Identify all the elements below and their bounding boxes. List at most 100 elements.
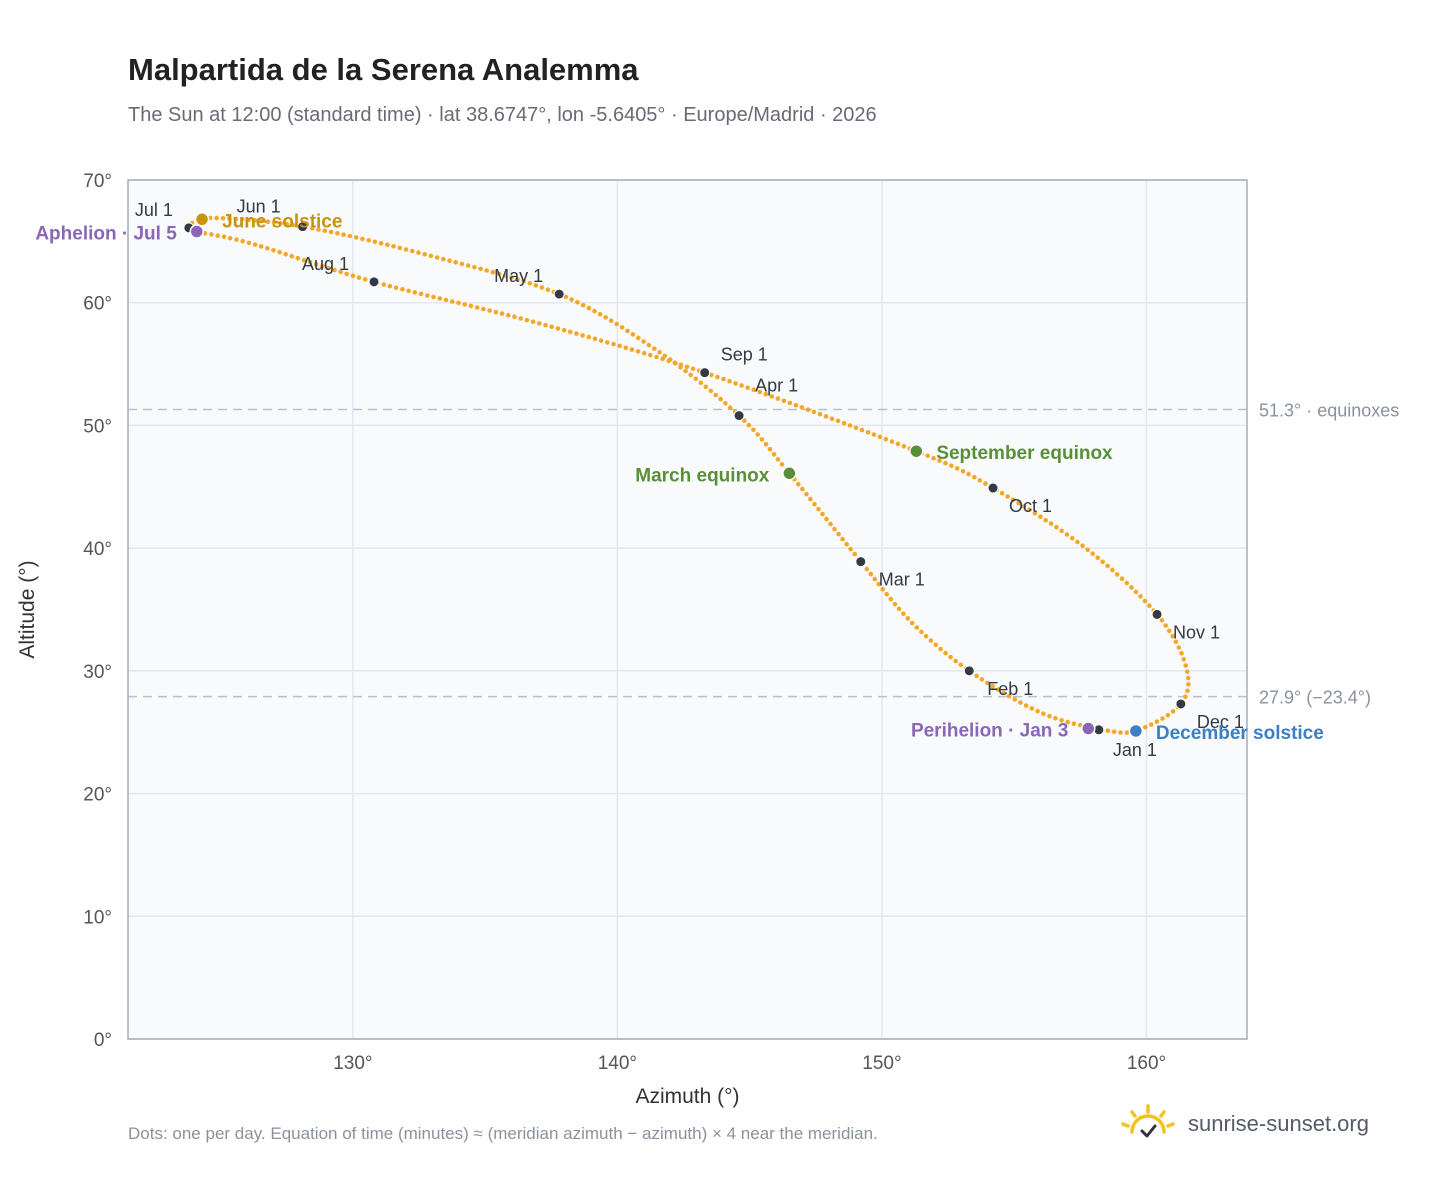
daily-dot [284, 221, 290, 227]
event-label: June solstice [222, 211, 342, 232]
daily-dot [1148, 722, 1154, 727]
daily-dot [234, 237, 239, 242]
daily-dot [1047, 713, 1052, 719]
daily-dot [617, 343, 622, 349]
month-label: Nov 1 [1173, 622, 1220, 642]
daily-dot [1032, 510, 1038, 516]
daily-dot [727, 378, 732, 384]
x-tick-label: 140° [598, 1053, 637, 1074]
daily-dot [1090, 551, 1095, 556]
daily-dot [972, 474, 977, 480]
daily-dot [937, 458, 942, 464]
daily-dot [751, 427, 756, 433]
daily-dot [1054, 524, 1059, 530]
sunrise-icon [1121, 1104, 1175, 1138]
daily-dot [447, 258, 452, 264]
daily-dot [938, 646, 943, 652]
daily-dot [459, 261, 465, 267]
daily-dot [1173, 639, 1179, 645]
daily-dot [539, 285, 545, 290]
daily-dot [775, 457, 781, 462]
daily-dot [574, 331, 579, 336]
daily-dot [757, 389, 763, 395]
daily-dot [1160, 716, 1165, 721]
daily-dot [555, 326, 561, 331]
daily-dot [598, 338, 604, 343]
daily-dot [313, 261, 319, 267]
daily-dot [338, 269, 343, 275]
daily-dot [1059, 528, 1064, 534]
daily-dot [817, 411, 823, 417]
month-label: Dec 1 [1197, 712, 1244, 732]
daily-dot [537, 321, 542, 326]
daily-dot [209, 232, 214, 237]
daily-dot [703, 384, 709, 390]
daily-dot [493, 309, 499, 315]
daily-dot [1059, 718, 1064, 723]
daily-dot [295, 255, 301, 261]
plot-frame [127, 179, 1248, 1040]
daily-dot [569, 297, 574, 302]
daily-dot [453, 260, 459, 265]
month-markers: Jan 1 Feb 1 Mar 1 Apr 1 May 1 Jun 1 Jul 1 Aug 1… [135, 197, 1244, 760]
daily-dot [1124, 580, 1129, 586]
daily-dot [503, 273, 508, 279]
event-label: March equinox [635, 465, 770, 486]
month-marker [855, 556, 867, 568]
daily-dot [1176, 645, 1182, 650]
daily-dot [1018, 700, 1023, 705]
daily-dot [1179, 651, 1184, 656]
y-tick-label: 10° [83, 907, 112, 928]
daily-dot [796, 481, 801, 487]
daily-dot [641, 339, 646, 344]
reference-lines: 51.3° · equinoxes 27.9° (−23.4°) [128, 400, 1399, 708]
daily-dot [1154, 719, 1160, 724]
daily-dot [567, 329, 573, 335]
daily-dot [278, 221, 283, 226]
daily-dot [1071, 721, 1077, 726]
daily-dot [481, 306, 486, 312]
daily-dot [958, 662, 964, 668]
daily-dot [265, 246, 270, 251]
month-marker [553, 288, 565, 300]
plot-area [128, 180, 1247, 1039]
daily-dot [1184, 669, 1190, 674]
daily-dot [1065, 719, 1070, 725]
month-label: Oct 1 [1009, 496, 1052, 516]
daily-dot [434, 255, 440, 260]
daily-dot [1181, 657, 1186, 662]
daily-dot [820, 511, 825, 517]
daily-dot [465, 263, 471, 268]
daily-dot [985, 680, 990, 686]
daily-dot [1183, 694, 1188, 700]
daily-dot [1142, 598, 1148, 604]
daily-dot [1159, 618, 1165, 623]
daily-dot [884, 591, 889, 597]
daily-dot [909, 620, 915, 626]
daily-dot [575, 300, 580, 305]
daily-dot [356, 275, 362, 280]
daily-dot [841, 420, 847, 426]
daily-dot [769, 394, 775, 399]
y-tick-label: 50° [83, 416, 112, 437]
daily-dot [350, 273, 356, 279]
daily-dot [953, 658, 958, 664]
y-tick-label: 40° [83, 539, 112, 560]
daily-dot [1005, 494, 1010, 499]
daily-dot [1133, 589, 1139, 595]
daily-dot [366, 238, 372, 243]
daily-dot [636, 335, 641, 341]
brand[interactable]: sunrise-sunset.org [1120, 1104, 1369, 1144]
daily-dot [412, 290, 418, 295]
daily-dot [1100, 559, 1105, 565]
daily-dot [221, 234, 227, 240]
daily-dot [688, 372, 693, 378]
daily-dot [474, 305, 480, 310]
daily-dot [1041, 711, 1046, 717]
daily-dot [252, 218, 258, 223]
chart-title: Malpartida de la Serena Analemma [128, 52, 639, 87]
daily-dot [1038, 514, 1043, 519]
daily-dot [848, 546, 853, 552]
daily-dot [948, 654, 953, 660]
daily-dot [876, 581, 882, 587]
